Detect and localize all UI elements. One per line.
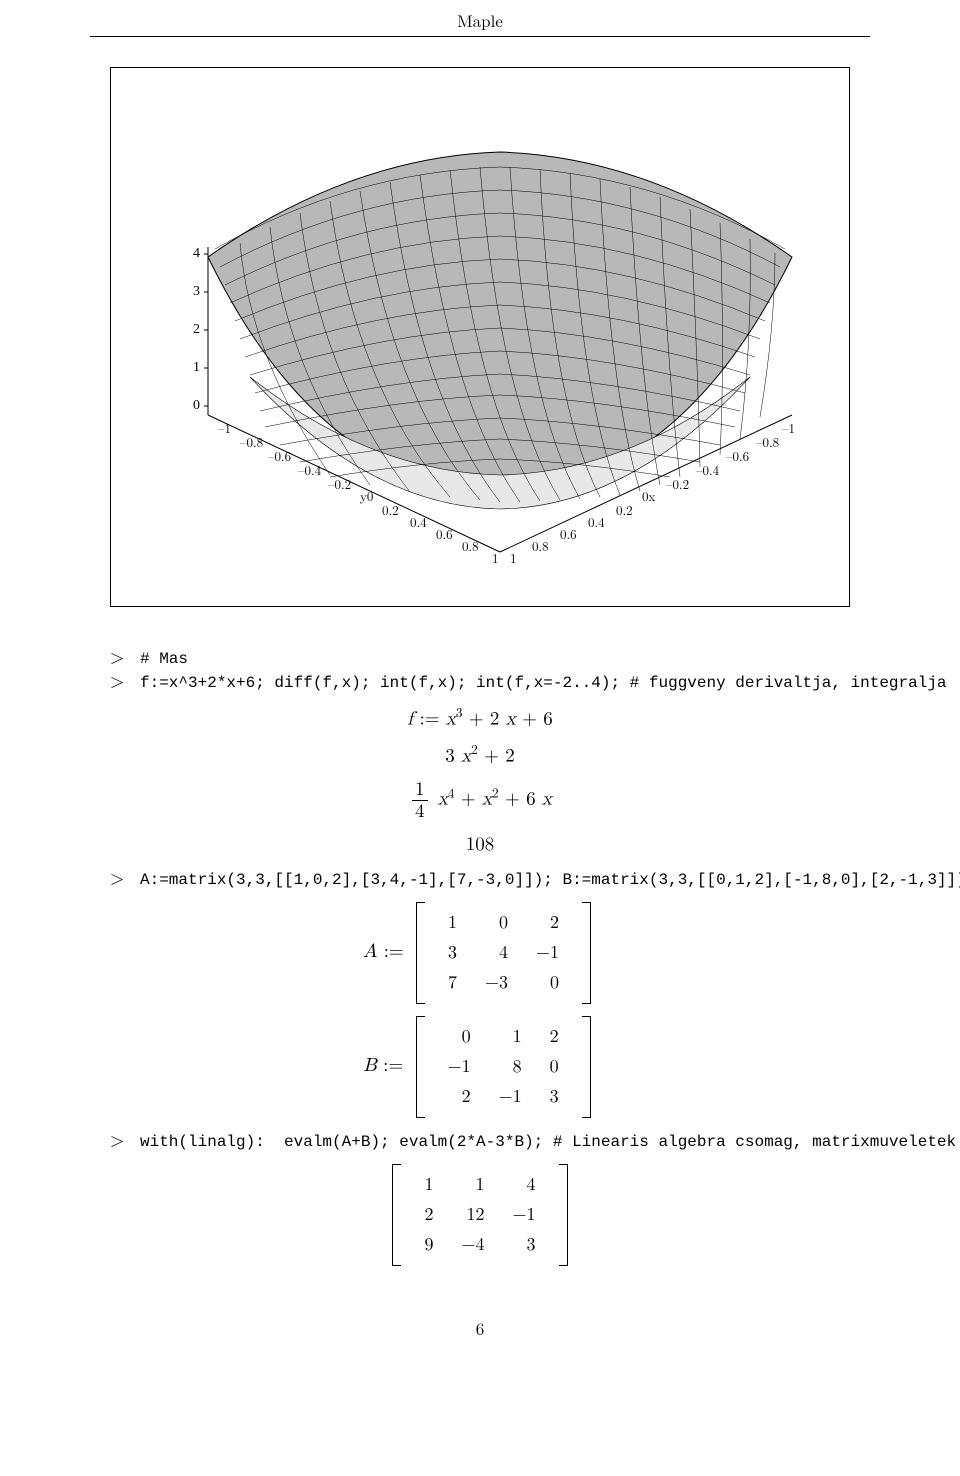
matrix-cell: 4 [499, 1170, 550, 1200]
page: Maple 4 3 2 1 0 –1–0.8–0.6 –0.4–0.2 y [0, 0, 960, 1380]
math-output: 108 [0, 833, 960, 856]
matrix-cell: 3 [434, 938, 471, 968]
matrix-cell: −1 [522, 938, 573, 968]
surface [208, 152, 792, 509]
svg-text:–0.8: –0.8 [756, 432, 779, 451]
math-output: f := x3 + 2 x + 6 [0, 705, 960, 730]
svg-text:0.4: 0.4 [410, 512, 427, 531]
svg-text:–0.6: –0.6 [726, 446, 749, 465]
x-label: 0x [642, 486, 656, 505]
matrix-cell: −4 [447, 1230, 498, 1260]
matrix-cell: 7 [434, 968, 471, 998]
svg-text:0.8: 0.8 [532, 536, 549, 555]
y-label: y0 [360, 486, 373, 505]
surface-plot: 4 3 2 1 0 –1–0.8–0.6 –0.4–0.2 y0 0.20.4 … [120, 77, 840, 597]
svg-text:0.6: 0.6 [560, 524, 577, 543]
svg-text:0.2: 0.2 [616, 500, 633, 519]
matrix-cell: 2 [410, 1200, 447, 1230]
svg-text:–1: –1 [782, 418, 795, 437]
svg-text:–1: –1 [218, 418, 231, 437]
svg-text:0.2: 0.2 [382, 500, 399, 519]
page-number: 6 [0, 1316, 960, 1340]
matrix-cell: 0 [471, 908, 522, 938]
matrix-B: B := 012−1802−13 [0, 1016, 960, 1118]
svg-text:1: 1 [492, 548, 499, 567]
matrix-cell: 1 [410, 1170, 447, 1200]
matrix-cell: 9 [410, 1230, 447, 1260]
matrix-sum: 114212−19−43 [0, 1164, 960, 1266]
code-line: >f:=x^3+2*x+6; diff(f,x); int(f,x); int(… [110, 671, 960, 693]
math-output: 3 x2 + 2 [0, 742, 960, 767]
matrix-cell: 1 [447, 1170, 498, 1200]
z-tick: 2 [193, 322, 200, 337]
page-title: Maple [90, 0, 870, 37]
plot3d-frame: 4 3 2 1 0 –1–0.8–0.6 –0.4–0.2 y0 0.20.4 … [110, 67, 850, 607]
matrix-cell: −1 [499, 1200, 550, 1230]
svg-text:0.4: 0.4 [588, 512, 605, 531]
matrix-cell: 1 [485, 1022, 536, 1052]
svg-text:1: 1 [510, 548, 517, 567]
matrix-cell: 2 [434, 1082, 485, 1112]
matrix-cell: 8 [485, 1052, 536, 1082]
z-tick: 1 [193, 360, 200, 375]
matrix-cell: −1 [434, 1052, 485, 1082]
matrix-cell: −1 [485, 1082, 536, 1112]
svg-text:–0.4: –0.4 [298, 460, 322, 479]
matrix-cell: 1 [434, 908, 471, 938]
code-line: ># Mas [110, 647, 960, 669]
matrix-cell: 3 [499, 1230, 550, 1260]
svg-text:0.6: 0.6 [436, 524, 453, 543]
code-line: >with(linalg): evalm(A+B); evalm(2*A-3*B… [110, 1130, 960, 1152]
code-line: >A:=matrix(3,3,[[1,0,2],[3,4,-1],[7,-3,0… [110, 868, 960, 890]
matrix-cell: 2 [522, 908, 573, 938]
z-tick: 0 [193, 398, 200, 413]
math-output: 14 x4 + x2 + 6 x [0, 780, 960, 821]
matrix-A: A := 10234−17−30 [0, 902, 960, 1004]
matrix-cell: 2 [536, 1022, 573, 1052]
matrix-cell: 0 [522, 968, 573, 998]
svg-text:0.8: 0.8 [462, 536, 479, 555]
matrix-cell: 4 [471, 938, 522, 968]
svg-text:–0.6: –0.6 [268, 446, 291, 465]
svg-text:–0.4: –0.4 [696, 460, 720, 479]
matrix-cell: 3 [536, 1082, 573, 1112]
svg-text:–0.8: –0.8 [240, 432, 263, 451]
matrix-cell: −3 [471, 968, 522, 998]
matrix-cell: 12 [447, 1200, 498, 1230]
matrix-cell: 0 [536, 1052, 573, 1082]
z-tick: 4 [193, 246, 200, 261]
z-tick: 3 [193, 284, 200, 299]
matrix-cell: 0 [434, 1022, 485, 1052]
